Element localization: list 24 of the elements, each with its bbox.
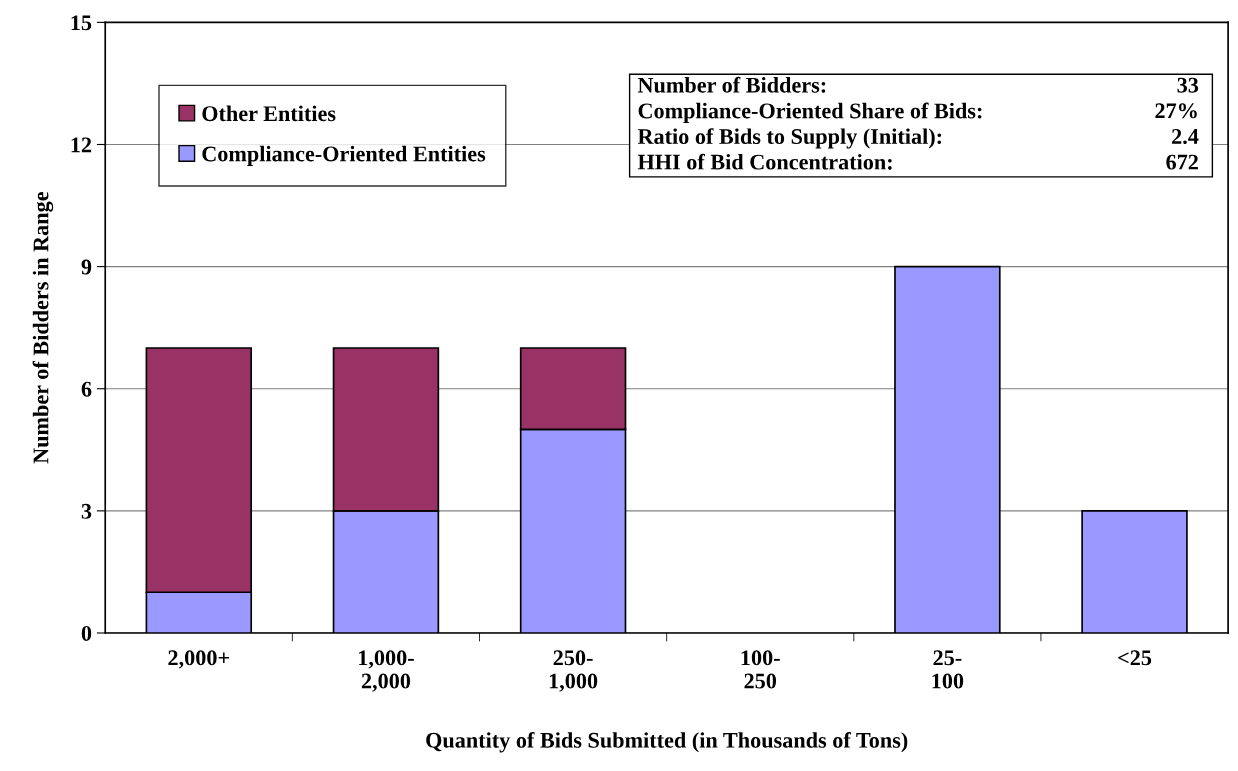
y-tick-label: 12 xyxy=(71,137,92,153)
y-tick-label: 3 xyxy=(81,503,92,519)
x-tick-label: 1,000- 2,000 xyxy=(359,650,414,692)
y-tick-label: 6 xyxy=(81,381,92,397)
x-tick-label: 25- 100 xyxy=(932,650,964,689)
annotation: Number of Bidders: xyxy=(637,76,826,93)
annotation: Compliance-Oriented Share of Bids: xyxy=(638,102,982,123)
annotation: HHI of Bid Concentration: xyxy=(637,153,892,170)
x-tick-label: 100- 250 xyxy=(741,650,780,689)
annotation: 672 xyxy=(1166,154,1198,170)
annotation: 33 xyxy=(1177,77,1199,93)
x-axis-title: Quantity of Bids Submitted (in Thousands of Tons) xyxy=(426,731,908,753)
annotation: 27% xyxy=(1155,103,1197,119)
legend-label: Compliance-Oriented Entities xyxy=(202,145,486,166)
y-axis-title: Number of Bidders in Range xyxy=(32,192,54,464)
annotation: 2.4 xyxy=(1172,129,1199,145)
legend-label: Other Entities xyxy=(202,105,336,122)
y-tick-label: 0 xyxy=(81,625,92,641)
x-tick-label: <25 xyxy=(1118,650,1152,666)
x-tick-label: 250- 1,000 xyxy=(549,650,598,692)
annotation: Ratio of Bids to Supply (Initial): xyxy=(637,128,942,149)
y-tick-label: 9 xyxy=(81,259,92,275)
y-tick-label: 15 xyxy=(71,15,92,31)
x-tick-label: 2,000+ xyxy=(168,650,229,669)
